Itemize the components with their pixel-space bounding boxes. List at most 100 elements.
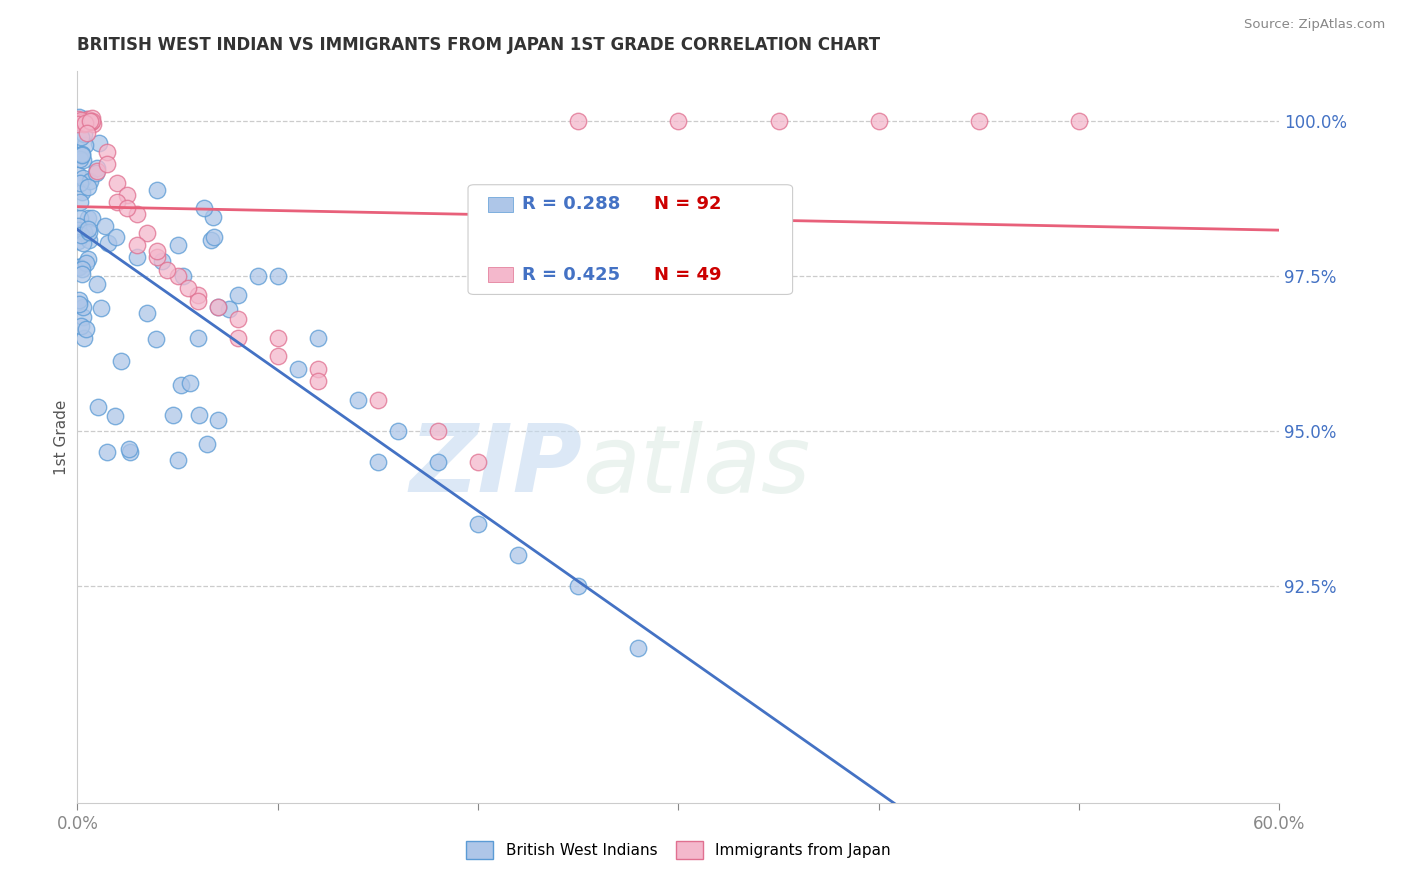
Point	[72, 171, 94, 186]
Point	[166, 238, 188, 252]
Point	[73, 128, 96, 142]
FancyBboxPatch shape	[488, 268, 513, 282]
Point	[73, 117, 96, 131]
Point	[162, 408, 184, 422]
Point	[246, 268, 269, 283]
Point	[170, 378, 193, 392]
Point	[73, 116, 96, 130]
Point	[172, 269, 194, 284]
Point	[127, 250, 149, 264]
Point	[117, 201, 139, 215]
Point	[94, 219, 117, 233]
Point	[70, 130, 93, 145]
Point	[387, 424, 409, 438]
Point	[207, 413, 229, 427]
Point	[77, 112, 100, 126]
Point	[567, 114, 589, 128]
Point	[69, 115, 91, 129]
Point	[186, 293, 209, 308]
Point	[75, 321, 97, 335]
Point	[508, 548, 530, 562]
Point	[226, 331, 249, 345]
Point	[69, 153, 91, 167]
Point	[307, 331, 329, 345]
Point	[86, 277, 108, 291]
Point	[136, 226, 159, 240]
Point	[70, 112, 93, 127]
Point	[467, 455, 489, 469]
Point	[70, 228, 93, 243]
Point	[72, 115, 94, 129]
Point	[96, 157, 118, 171]
Point	[267, 331, 290, 345]
Point	[90, 301, 112, 315]
Point	[186, 287, 209, 301]
Point	[107, 176, 129, 190]
Point	[69, 176, 91, 190]
Point	[427, 424, 450, 438]
Point	[627, 640, 650, 655]
Point	[73, 137, 96, 152]
Point	[868, 114, 890, 128]
Point	[72, 268, 94, 282]
Point	[86, 163, 108, 178]
Point	[75, 112, 97, 126]
Point	[145, 332, 167, 346]
Point	[67, 110, 90, 124]
Point	[117, 188, 139, 202]
Point	[86, 166, 108, 180]
Point	[72, 153, 94, 168]
Point	[668, 114, 690, 128]
Point	[768, 114, 790, 128]
Point	[66, 260, 89, 274]
Point	[146, 244, 169, 259]
Point	[96, 145, 118, 159]
FancyBboxPatch shape	[488, 197, 513, 211]
Point	[82, 114, 104, 128]
Text: R = 0.288: R = 0.288	[522, 195, 620, 213]
Point	[127, 207, 149, 221]
Point	[67, 219, 90, 234]
Point	[70, 148, 93, 162]
Point	[150, 254, 173, 268]
Point	[118, 445, 141, 459]
Point	[200, 233, 222, 247]
Point	[346, 392, 368, 407]
Text: N = 92: N = 92	[654, 195, 721, 213]
Point	[167, 452, 190, 467]
Point	[176, 281, 198, 295]
Point	[72, 300, 94, 314]
Point	[67, 297, 90, 311]
Point	[567, 579, 589, 593]
Point	[66, 234, 89, 248]
Point	[118, 442, 141, 457]
Text: N = 49: N = 49	[654, 266, 721, 284]
Point	[79, 113, 101, 128]
Point	[967, 114, 990, 128]
Text: ZIP: ZIP	[409, 420, 582, 512]
Point	[218, 301, 240, 316]
Point	[72, 310, 94, 324]
Point	[186, 331, 209, 345]
Text: atlas: atlas	[582, 421, 810, 512]
Point	[136, 306, 159, 320]
Point	[226, 312, 249, 326]
Point	[427, 455, 450, 469]
Point	[367, 392, 389, 407]
Point	[267, 350, 290, 364]
Text: Source: ZipAtlas.com: Source: ZipAtlas.com	[1244, 18, 1385, 31]
Point	[226, 287, 249, 301]
Point	[70, 114, 93, 128]
Point	[193, 201, 215, 215]
Point	[77, 225, 100, 239]
FancyBboxPatch shape	[468, 185, 793, 294]
Point	[66, 117, 89, 131]
Point	[166, 268, 188, 283]
Point	[87, 136, 110, 151]
Point	[77, 179, 100, 194]
Point	[307, 362, 329, 376]
Point	[67, 293, 90, 307]
Point	[146, 183, 169, 197]
Point	[87, 400, 110, 414]
Point	[104, 229, 127, 244]
